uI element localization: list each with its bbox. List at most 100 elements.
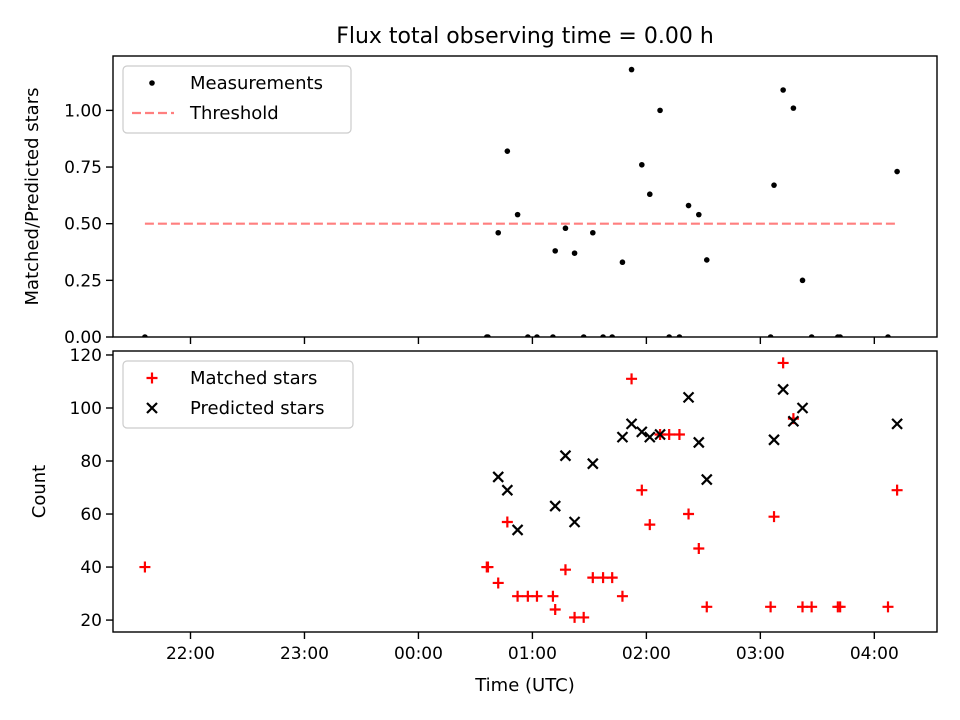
measurements-point — [619, 259, 626, 266]
matched-stars-point — [606, 572, 618, 584]
matched-stars-point — [806, 601, 818, 613]
predicted-stars-point — [587, 457, 599, 470]
legend-swatch-measurements — [149, 80, 155, 86]
predicted-stars-point — [511, 524, 524, 536]
y-tick-label: 0.50 — [64, 215, 102, 235]
predicted-stars-point — [654, 428, 666, 441]
measurements-point — [894, 168, 900, 175]
matched-stars-point — [673, 429, 685, 441]
measurements-point — [571, 250, 578, 256]
matched-stars-point — [626, 373, 638, 385]
x-tick-label: 03:00 — [736, 644, 785, 664]
y-tick-label: 0.00 — [64, 328, 102, 348]
count-panel: 20 40 60 80 100 120 22:00 23:00 00:00 01:00 02:00 0… — [29, 346, 938, 664]
matched-stars-point — [683, 508, 695, 520]
predicted-stars-point — [796, 402, 809, 414]
y-tick-label: 120 — [70, 346, 102, 366]
y-axis-label: Matched/Predicted stars — [22, 88, 43, 306]
y-tick-label: 1.00 — [64, 101, 102, 121]
legend-label-threshold: Threshold — [189, 103, 279, 124]
matched-stars-point — [768, 511, 780, 523]
measurements-point — [696, 211, 702, 218]
y-tick-label: 20 — [80, 611, 102, 631]
measurements-point — [628, 66, 635, 73]
measurements-point — [590, 229, 596, 236]
axes-frame — [112, 350, 938, 633]
predicted-stars-point — [559, 449, 572, 462]
predicted-stars-point — [616, 431, 629, 443]
measurements-point — [639, 161, 645, 168]
ratio-panel: 0.00 0.25 0.50 0.75 1.00 Matched/Predicted st… — [22, 55, 938, 348]
matched-stars-point — [616, 590, 628, 602]
predicted-stars-point — [682, 391, 695, 404]
predicted-stars-point — [768, 434, 780, 446]
matched-stars-point — [482, 561, 494, 573]
predicted-stars-point — [625, 418, 638, 430]
matched-stars-point — [139, 561, 151, 573]
y-axis-label: Count — [29, 465, 50, 518]
legend-box — [122, 65, 352, 134]
y-tick-label: 100 — [70, 399, 102, 419]
matched-stars-point — [644, 519, 656, 531]
measurements-point — [685, 202, 692, 209]
predicted-stars-point — [693, 436, 705, 449]
matched-stars-point — [891, 484, 903, 496]
predicted-stars-point — [492, 471, 504, 483]
measurements-point — [646, 191, 653, 198]
x-axis-label: Time (UTC) — [474, 675, 575, 696]
measurements-point — [514, 211, 521, 218]
measurements-point — [780, 87, 786, 93]
measurements-point — [495, 229, 502, 236]
predicted-stars-point — [891, 418, 903, 430]
x-tick-label: 04:00 — [850, 644, 899, 664]
matched-stars-point — [663, 429, 675, 441]
x-tick-label: 22:00 — [166, 644, 215, 664]
matched-stars-point — [492, 577, 504, 589]
legend-label-matched-stars: Matched stars — [190, 368, 317, 389]
matched-stars-point — [693, 542, 705, 554]
x-tick-label: 00:00 — [394, 644, 443, 664]
legend: Measurements Threshold — [122, 65, 352, 134]
y-tick-label: 0.75 — [64, 158, 102, 178]
predicted-stars-point — [501, 484, 514, 496]
axes-frame — [112, 55, 938, 338]
measurements-point — [771, 182, 777, 188]
y-tick-label: 0.25 — [64, 271, 102, 291]
matched-stars-point — [578, 611, 590, 623]
predicted-stars-point — [701, 473, 713, 486]
predicted-stars-point — [549, 500, 561, 512]
measurements-point — [790, 105, 797, 111]
measurements-point — [657, 107, 663, 114]
predicted-stars-point — [787, 415, 800, 428]
matched-stars-point — [559, 564, 571, 576]
matched-stars-point — [777, 357, 789, 369]
legend-label-predicted-stars: Predicted stars — [190, 398, 324, 419]
predicted-stars-point — [636, 426, 648, 438]
matched-stars-point — [549, 603, 561, 615]
matched-stars-point — [531, 590, 543, 602]
matched-stars-point — [587, 572, 599, 584]
matched-stars-point — [547, 590, 559, 602]
matched-stars-point — [834, 601, 846, 613]
x-tick-label: 23:00 — [280, 644, 329, 664]
legend-swatch-predicted-stars — [146, 402, 158, 414]
matched-stars-point — [501, 516, 513, 528]
matched-stars-point — [765, 601, 777, 613]
matched-stars-point — [701, 601, 713, 613]
x-tick-label: 01:00 — [508, 644, 557, 664]
plot-area — [139, 357, 903, 623]
chart-title: Flux total observing time = 0.00 h — [336, 24, 714, 49]
y-tick-label: 60 — [80, 505, 102, 525]
measurements-point — [504, 148, 511, 154]
measurements-point — [562, 225, 569, 232]
predicted-stars-point — [777, 383, 789, 396]
matched-stars-point — [882, 601, 894, 613]
y-tick-label: 40 — [80, 558, 102, 578]
matched-stars-point — [512, 590, 524, 602]
measurements-point — [703, 257, 710, 263]
matched-stars-point — [636, 484, 648, 496]
legend: Matched stars Predicted stars — [122, 360, 354, 429]
legend-label-measurements: Measurements — [190, 73, 323, 94]
y-tick-label: 80 — [80, 452, 102, 472]
